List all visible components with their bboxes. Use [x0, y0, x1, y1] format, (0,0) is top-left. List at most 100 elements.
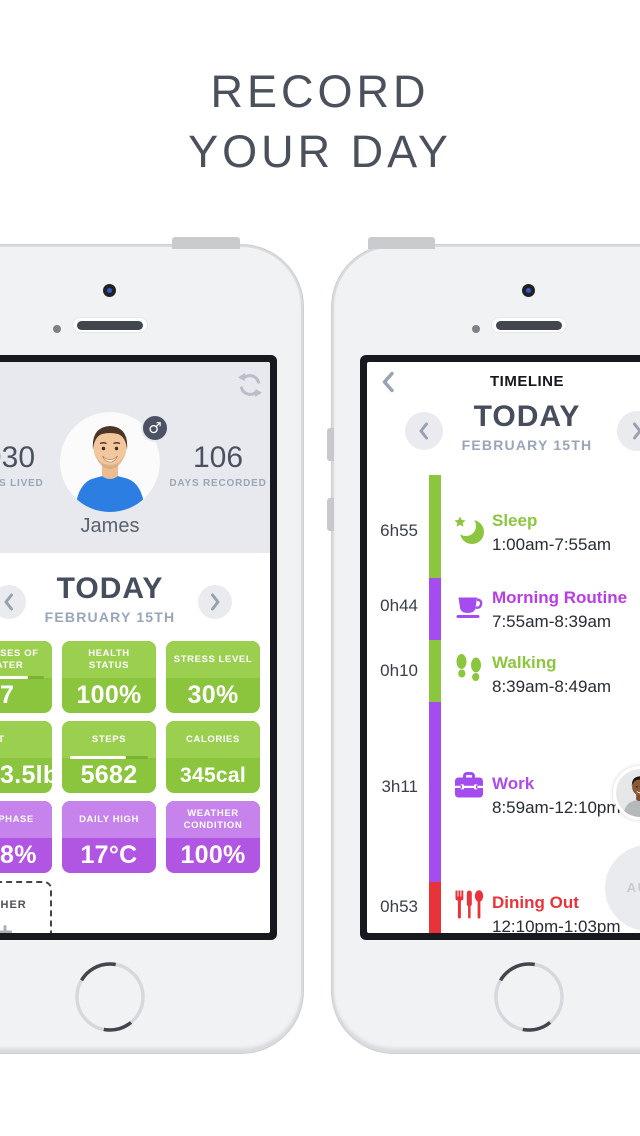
- coffee-cup-icon: [452, 588, 486, 627]
- moon-icon: [452, 513, 486, 552]
- tile-label: WEATHER CONDITION: [183, 807, 243, 831]
- timeline-segment-work: [429, 702, 441, 882]
- chevron-right-icon: [633, 422, 640, 440]
- timeline-segment-walking: [429, 640, 441, 702]
- timeline-segment-morning-routine: [429, 578, 441, 640]
- earpiece-speaker: [72, 317, 148, 333]
- timeline-entry-dining-out[interactable]: Dining Out 12:10pm-1:03pm: [492, 891, 640, 933]
- headline: RECORD YOUR DAY: [0, 62, 640, 182]
- add-other-tile[interactable]: OTHER +: [0, 881, 52, 933]
- tile-value: 3.5lb: [0, 761, 52, 789]
- proximity-sensor: [53, 325, 61, 333]
- timeline-segment-dining-out: [429, 882, 441, 933]
- proximity-sensor: [472, 325, 480, 333]
- headline-line2: YOUR DAY: [188, 126, 452, 177]
- footprints-icon: [452, 651, 486, 690]
- male-gender-icon: ♂: [141, 414, 169, 442]
- days-lived-stat: 930 DAYS LIVED: [0, 441, 80, 490]
- tile-label: DAILY HIGH: [79, 813, 139, 825]
- tile-label: STEPS: [91, 733, 127, 745]
- left-screen: 930 DAYS LIVED: [0, 362, 270, 933]
- headline-line1: RECORD: [210, 66, 430, 117]
- briefcase-icon: [452, 768, 486, 807]
- front-camera: [103, 284, 116, 297]
- profile-name: James: [80, 515, 140, 537]
- entry-time: 12:10pm-1:03pm: [492, 917, 621, 933]
- tile-daily-high[interactable]: DAILY HIGH 17°C: [62, 801, 156, 873]
- tile-value: 100%: [180, 841, 246, 869]
- tile-label: MOON PHASE: [0, 813, 34, 825]
- tile-label: CALORIES: [186, 733, 240, 745]
- date-title: TODAY: [56, 572, 164, 605]
- tile-stress-level[interactable]: STRESS LEVEL 30%: [166, 641, 260, 713]
- tile-value: 5682: [80, 761, 138, 789]
- back-button[interactable]: [381, 371, 395, 398]
- days-recorded-value: 106: [192, 441, 244, 474]
- tile-glasses-of-water[interactable]: GLASSES OF WATER 7: [0, 641, 52, 713]
- tile-label: WEIGHT: [0, 733, 5, 745]
- screen-bezel: 930 DAYS LIVED: [0, 355, 277, 940]
- days-lived-label: DAYS LIVED: [0, 478, 44, 489]
- tile-steps[interactable]: STEPS 5682: [62, 721, 156, 793]
- tile-label: GLASSES OF WATER: [0, 647, 39, 671]
- add-tile-label: OTHER: [0, 899, 27, 911]
- timeline-segment-sleep: [429, 475, 441, 578]
- home-button: [491, 959, 567, 1040]
- refresh-button[interactable]: [237, 372, 263, 403]
- tile-label: HEALTH STATUS: [88, 647, 130, 671]
- tile-value: 17°C: [80, 841, 138, 869]
- tile-label: STRESS LEVEL: [173, 653, 253, 665]
- tile-weather-condition[interactable]: WEATHER CONDITION 100%: [166, 801, 260, 873]
- screen-bezel: TIMELINE TODAY FEBRUARY 15TH: [360, 355, 640, 940]
- timeline-entry-sleep[interactable]: Sleep 1:00am-7:55am: [492, 509, 640, 557]
- timeline-entry-work[interactable]: Work 8:59am-12:10pm: [492, 772, 640, 820]
- profile-avatar: [60, 412, 160, 512]
- timeline-entry-morning-routine[interactable]: Morning Routine 7:55am-8:39am: [492, 586, 640, 634]
- entry-title: Dining Out: [492, 893, 579, 912]
- avatar-photo: [60, 412, 160, 512]
- right-screen: TIMELINE TODAY FEBRUARY 15TH: [367, 362, 640, 933]
- profile-header: 930 DAYS LIVED: [0, 362, 270, 553]
- progress-bar: [0, 676, 44, 679]
- tile-moon-phase[interactable]: MOON PHASE 8%: [0, 801, 52, 873]
- timeline-bar: [429, 475, 441, 933]
- timeline-entry-walking[interactable]: Walking 8:39am-8:49am: [492, 651, 640, 699]
- tile-weight[interactable]: WEIGHT 3.5lb: [0, 721, 52, 793]
- power-button: [368, 237, 435, 249]
- prev-day-button[interactable]: [0, 585, 26, 619]
- screen-title: TIMELINE: [490, 373, 564, 390]
- next-day-button[interactable]: [198, 585, 232, 619]
- chevron-right-icon: [211, 593, 220, 611]
- days-lived-value: 930: [0, 441, 36, 474]
- entry-title: Morning Routine: [492, 588, 628, 607]
- earpiece-speaker: [491, 317, 567, 333]
- entry-time: 1:00am-7:55am: [492, 535, 612, 554]
- duration-label: 0h10: [380, 661, 418, 680]
- front-camera: [522, 284, 535, 297]
- days-recorded-stat: 106 DAYS RECORDED: [148, 441, 270, 490]
- entry-title: Work: [492, 774, 535, 793]
- tile-value: 30%: [187, 681, 239, 709]
- days-recorded-label: DAYS RECORDED: [169, 478, 267, 489]
- entry-time: 8:59am-12:10pm: [492, 798, 621, 817]
- tile-value: 100%: [76, 681, 142, 709]
- volume-down-button: [327, 498, 334, 531]
- tile-health-status[interactable]: HEALTH STATUS 100%: [62, 641, 156, 713]
- duration-label: 0h44: [380, 596, 418, 615]
- entry-time: 7:55am-8:39am: [492, 612, 612, 631]
- date-subtitle: FEBRUARY 15TH: [461, 437, 593, 453]
- prev-day-button[interactable]: [405, 412, 443, 450]
- left-phone: 930 DAYS LIVED: [0, 237, 303, 1053]
- utensils-icon: [452, 888, 486, 927]
- tile-calories[interactable]: CALORIES 345cal: [166, 721, 260, 793]
- plus-icon: +: [0, 917, 13, 933]
- tile-value: 345cal: [179, 763, 247, 787]
- right-phone: TIMELINE TODAY FEBRUARY 15TH: [327, 237, 640, 1053]
- date-title: TODAY: [473, 400, 581, 433]
- volume-up-button: [327, 428, 334, 461]
- home-button: [72, 959, 148, 1040]
- next-day-button[interactable]: [617, 411, 640, 451]
- duration-label: 3h11: [381, 777, 418, 796]
- refresh-icon: [238, 373, 262, 397]
